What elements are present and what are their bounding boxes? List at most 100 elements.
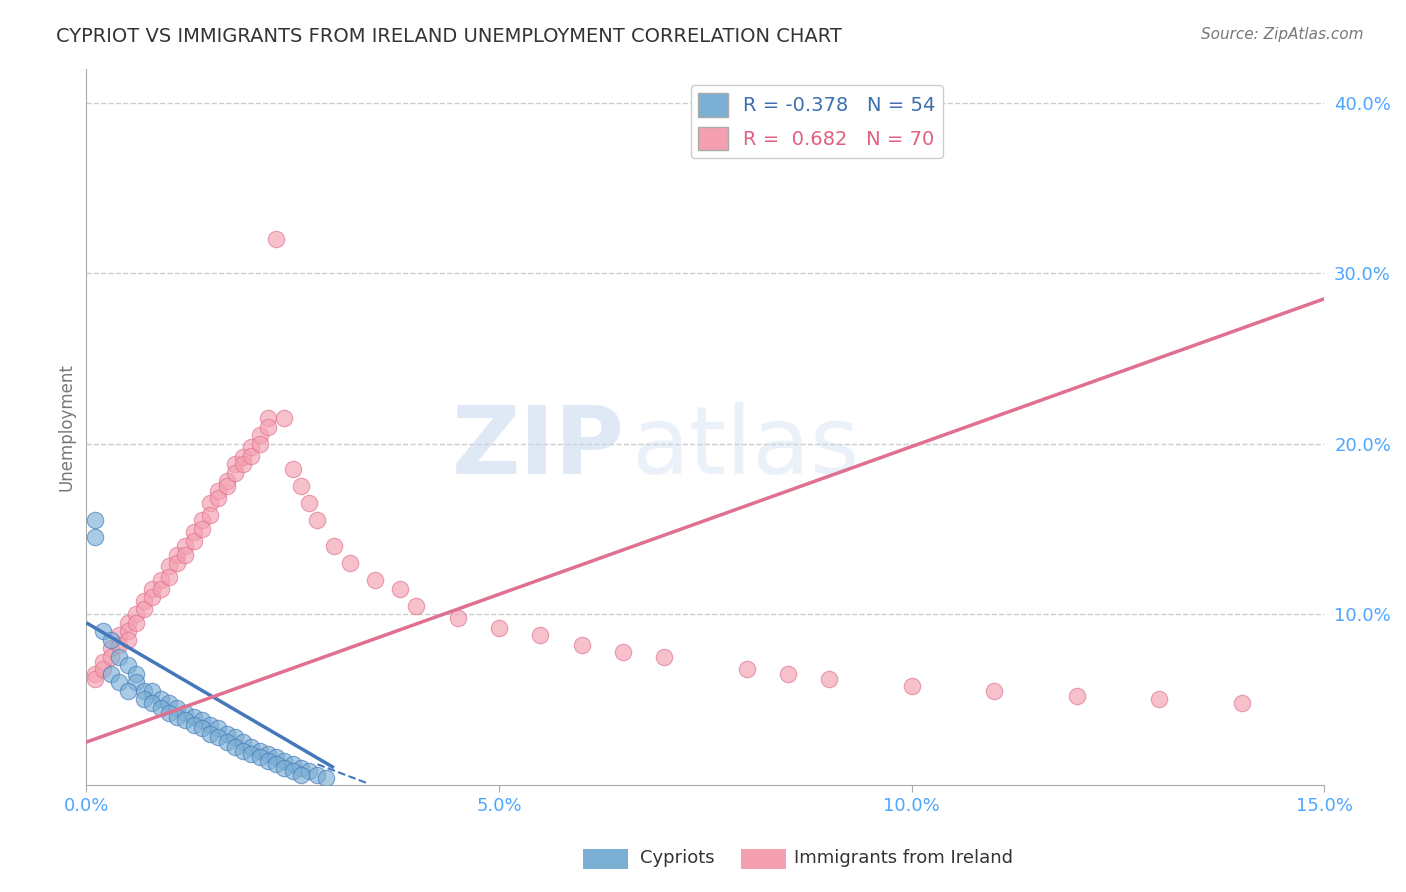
Text: Cypriots: Cypriots — [640, 849, 714, 867]
Point — [149, 582, 172, 596]
Point — [298, 764, 321, 778]
Point — [273, 754, 295, 768]
Point — [322, 539, 344, 553]
Point — [249, 428, 271, 442]
Point — [125, 675, 148, 690]
Point — [91, 624, 114, 639]
Point — [232, 450, 254, 465]
Point — [290, 767, 312, 781]
Point — [183, 709, 205, 723]
Point — [364, 573, 387, 587]
Point — [257, 747, 280, 761]
Y-axis label: Unemployment: Unemployment — [58, 363, 75, 491]
Point — [224, 457, 246, 471]
Point — [249, 436, 271, 450]
Point — [83, 513, 105, 527]
Point — [612, 645, 634, 659]
Point — [125, 607, 148, 622]
Point — [264, 232, 287, 246]
Point — [174, 539, 197, 553]
Point — [183, 525, 205, 540]
Point — [157, 696, 180, 710]
Point — [264, 757, 287, 772]
Point — [281, 462, 304, 476]
Point — [207, 484, 229, 499]
Point — [818, 672, 841, 686]
Point — [191, 522, 214, 536]
Point — [149, 692, 172, 706]
Point — [488, 621, 510, 635]
Point — [157, 706, 180, 720]
Point — [91, 662, 114, 676]
Point — [117, 615, 139, 630]
Point — [215, 726, 238, 740]
Point — [307, 513, 329, 527]
Point — [405, 599, 427, 613]
Point — [215, 735, 238, 749]
Point — [281, 764, 304, 778]
Text: CYPRIOT VS IMMIGRANTS FROM IRELAND UNEMPLOYMENT CORRELATION CHART: CYPRIOT VS IMMIGRANTS FROM IRELAND UNEMP… — [56, 27, 842, 45]
Point — [207, 722, 229, 736]
Point — [232, 457, 254, 471]
Point — [571, 638, 593, 652]
Point — [232, 735, 254, 749]
Point — [1066, 689, 1088, 703]
Point — [776, 667, 799, 681]
Point — [207, 491, 229, 506]
Point — [149, 701, 172, 715]
Point — [339, 556, 361, 570]
Point — [100, 649, 122, 664]
Point — [198, 508, 221, 523]
Point — [157, 559, 180, 574]
Point — [240, 747, 263, 761]
Point — [125, 615, 148, 630]
Point — [191, 513, 214, 527]
Point — [1230, 696, 1253, 710]
Point — [166, 709, 188, 723]
Point — [249, 750, 271, 764]
Point — [1149, 692, 1171, 706]
Point — [132, 602, 155, 616]
Point — [735, 662, 758, 676]
Point — [100, 641, 122, 656]
Point — [141, 582, 163, 596]
Point — [183, 533, 205, 548]
Point — [117, 632, 139, 647]
Point — [141, 590, 163, 604]
Point — [100, 667, 122, 681]
Point — [166, 548, 188, 562]
Point — [83, 672, 105, 686]
Point — [290, 761, 312, 775]
Point — [215, 479, 238, 493]
Point — [215, 474, 238, 488]
Point — [83, 531, 105, 545]
Point — [447, 610, 470, 624]
Point — [224, 466, 246, 480]
Point — [198, 726, 221, 740]
Point — [174, 713, 197, 727]
Point — [166, 701, 188, 715]
Point — [108, 675, 131, 690]
Point — [281, 757, 304, 772]
Point — [388, 582, 411, 596]
Point — [249, 744, 271, 758]
Text: ZIP: ZIP — [451, 402, 624, 494]
Point — [207, 730, 229, 744]
Point — [529, 628, 551, 642]
Point — [132, 692, 155, 706]
Point — [117, 684, 139, 698]
Point — [257, 419, 280, 434]
Point — [91, 655, 114, 669]
Point — [191, 713, 214, 727]
Point — [100, 632, 122, 647]
Point — [108, 628, 131, 642]
Point — [273, 411, 295, 425]
Point — [117, 658, 139, 673]
Point — [307, 767, 329, 781]
Point — [264, 750, 287, 764]
Point — [224, 740, 246, 755]
Point — [132, 593, 155, 607]
Point — [132, 684, 155, 698]
Point — [232, 744, 254, 758]
Point — [290, 479, 312, 493]
